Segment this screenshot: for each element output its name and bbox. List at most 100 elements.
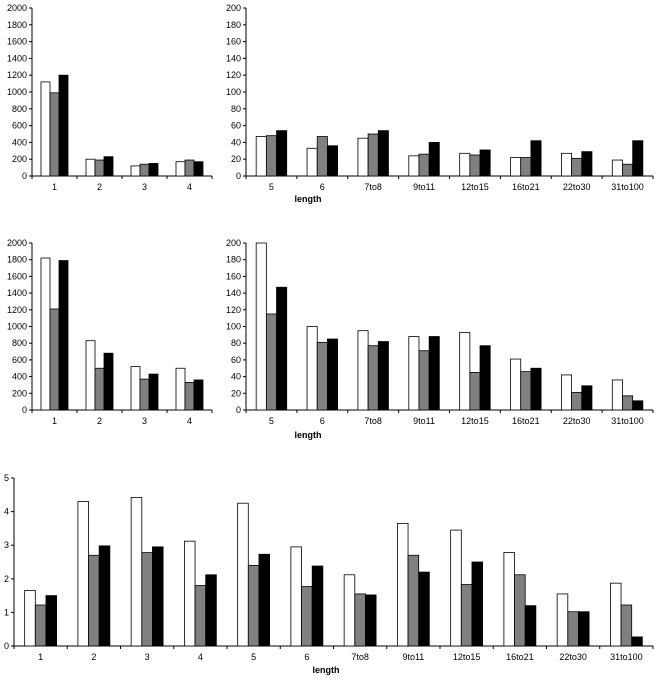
chart-panel-1: 0 200 400 600 800 1000 1200 1400 1600 1800 2000 1 2 3… (7, 3, 213, 192)
x-tick-label: 3 (142, 416, 147, 426)
bar-1-series-3 (45, 595, 58, 647)
bar-9to11-series-1 (408, 155, 420, 177)
bar-2-series-2 (94, 159, 105, 177)
y-tick-label: 200 (226, 3, 241, 13)
y-tick-label: 200 (12, 154, 27, 164)
bar-16to21-series-2 (520, 371, 532, 411)
x-tick-label: 22to30 (563, 182, 591, 192)
x-axis-label: length (313, 665, 340, 675)
y-tick-label: 1800 (7, 255, 27, 265)
bar-5-series-2 (265, 135, 277, 177)
y-tick-label: 0 (236, 171, 241, 181)
bar-7to8-series-1 (357, 137, 369, 177)
x-tick-label: 5 (251, 652, 256, 662)
bar-1-series-3 (58, 74, 69, 177)
x-tick-label: 9to11 (413, 182, 435, 192)
bar-3-series-1 (130, 165, 141, 177)
bar-12to15-series-2 (460, 584, 473, 647)
bar-1-series-2 (49, 92, 60, 177)
bar-7to8-series-2 (367, 345, 379, 411)
bar-31to100-series-1 (610, 582, 622, 647)
x-tick-label: 6 (320, 182, 325, 192)
bar-4-series-1 (175, 161, 186, 177)
bar-3-series-3 (148, 373, 159, 411)
y-tick-label: 0 (22, 171, 27, 181)
bar-6-series-2 (301, 586, 313, 647)
bar-9to11-series-2 (418, 153, 430, 177)
bar-6-series-2 (316, 341, 328, 411)
y-tick-label: 180 (226, 20, 241, 30)
x-tick-label: 16to21 (506, 652, 534, 662)
y-tick-label: 200 (226, 238, 241, 248)
y-tick-label: 80 (231, 338, 241, 348)
bar-12to15-series-2 (469, 154, 481, 177)
bar-1-series-1 (40, 257, 51, 411)
y-tick-label: 140 (226, 288, 241, 298)
bar-5-series-3 (276, 130, 288, 177)
bar-22to30-series-2 (571, 392, 583, 411)
bar-31to100-series-3 (632, 400, 644, 411)
x-axis-label: length (295, 194, 322, 204)
bar-6-series-3 (326, 338, 338, 411)
y-tick-label: 140 (226, 53, 241, 63)
bar-22to30-series-1 (556, 593, 569, 647)
x-tick-label: 5 (269, 182, 274, 192)
bar-2-series-3 (103, 156, 114, 177)
bar-4-series-2 (194, 585, 207, 647)
bar-5-series-1 (255, 242, 267, 411)
y-tick-label: 600 (12, 355, 27, 365)
bar-2-series-2 (88, 554, 100, 647)
y-tick-label: 2000 (7, 238, 27, 248)
y-tick-label: 400 (12, 137, 27, 147)
y-tick-label: 100 (226, 87, 241, 97)
bar-9to11-series-3 (418, 571, 430, 647)
bar-3-series-3 (148, 162, 159, 177)
bar-5-series-2 (265, 313, 277, 411)
bar-31to100-series-2 (622, 395, 634, 411)
bar-31to100-series-3 (631, 636, 643, 647)
bar-9to11-series-3 (428, 141, 440, 177)
bar-6-series-1 (306, 326, 318, 411)
y-tick-label: 0 (236, 405, 241, 415)
bar-7to8-series-3 (377, 341, 389, 411)
bar-5-series-3 (276, 286, 288, 411)
x-tick-label: 9to11 (413, 416, 435, 426)
x-tick-label: 2 (91, 652, 96, 662)
bar-22to30-series-2 (571, 157, 583, 177)
x-tick-label: 6 (320, 416, 325, 426)
bar-12to15-series-2 (469, 372, 481, 411)
bar-1-series-2 (34, 604, 47, 647)
x-tick-label: 9to11 (402, 652, 424, 662)
y-tick-label: 200 (12, 388, 27, 398)
bar-22to30-series-3 (578, 611, 590, 647)
y-tick-label: 3 (4, 540, 9, 550)
y-tick-label: 120 (226, 305, 241, 315)
x-tick-label: 22to30 (559, 652, 587, 662)
bar-7to8-series-2 (354, 593, 366, 647)
x-tick-label: 1 (38, 652, 43, 662)
bar-4-series-3 (205, 574, 217, 647)
bar-4-series-2 (184, 382, 195, 411)
x-tick-label: 7to8 (351, 652, 369, 662)
x-tick-label: 12to15 (461, 416, 489, 426)
bar-31to100-series-2 (620, 604, 633, 647)
y-tick-label: 60 (231, 355, 241, 365)
bar-2-series-3 (98, 545, 111, 647)
y-tick-label: 1000 (7, 87, 27, 97)
bar-3-series-2 (139, 378, 150, 411)
x-tick-label: 12to15 (461, 182, 489, 192)
y-tick-label: 120 (226, 70, 241, 80)
bar-4-series-2 (184, 159, 195, 177)
bar-2-series-3 (103, 352, 114, 411)
x-tick-label: 31to100 (611, 416, 644, 426)
bar-16to21-series-1 (503, 552, 515, 647)
bar-12to15-series-1 (459, 331, 471, 411)
y-tick-label: 180 (226, 255, 241, 265)
x-tick-label: 31to100 (610, 652, 643, 662)
bar-3-series-1 (130, 366, 141, 411)
x-axis-label: length (295, 430, 322, 440)
x-tick-label: 1 (52, 416, 57, 426)
bar-1-series-1 (24, 590, 36, 647)
y-tick-label: 1000 (7, 322, 27, 332)
